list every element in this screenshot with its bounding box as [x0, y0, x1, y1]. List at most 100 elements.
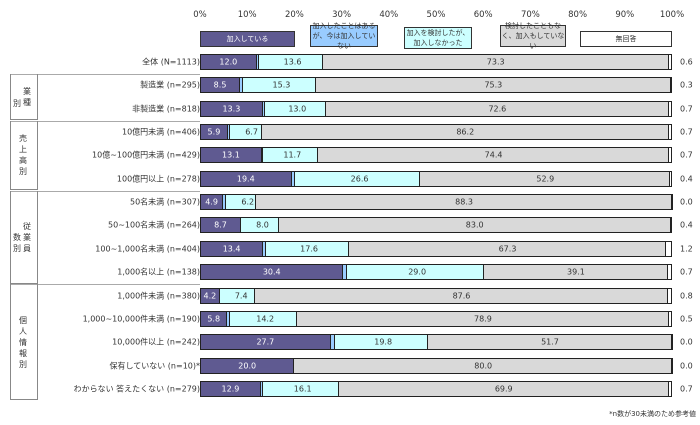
bar-segment — [672, 357, 673, 374]
group-label: 数別 — [13, 233, 21, 254]
bar-segment — [483, 264, 669, 281]
data-label: 20.0 — [238, 361, 257, 371]
legend-item: 加入を検討したが、加入しなかった — [404, 27, 472, 49]
bar-segment — [291, 170, 295, 187]
bar-segment — [668, 380, 672, 397]
data-label: 69.9 — [494, 384, 513, 394]
x-tick-label: 40% — [379, 10, 399, 20]
bar-segment — [255, 194, 673, 211]
bar-segment — [200, 240, 264, 257]
bar-segment — [262, 100, 265, 117]
bar-segment — [200, 147, 262, 164]
x-tick-label: 100% — [659, 10, 685, 20]
bar-segment — [241, 217, 279, 234]
data-label: 16.1 — [293, 384, 312, 394]
bar-segment — [200, 357, 295, 374]
data-label: 4.9 — [205, 197, 218, 207]
footnote: *n数が30未満のため参考値 — [609, 410, 696, 418]
row-label: 非製造業 (n=818) — [132, 104, 200, 114]
group-label: 別 — [13, 98, 21, 108]
data-label: 86.2 — [456, 127, 475, 137]
data-label: 12.9 — [221, 384, 240, 394]
data-label: 19.4 — [236, 174, 255, 184]
group-label: 従業員 — [23, 221, 31, 253]
data-label: 8.5 — [213, 80, 227, 90]
bar-segment — [294, 170, 421, 187]
x-tick-label: 20% — [284, 10, 304, 20]
data-label: 15.3 — [272, 80, 291, 90]
bar-segment — [200, 54, 257, 70]
data-label: 5.8 — [207, 314, 221, 324]
bar-segment — [265, 240, 349, 257]
data-label: 4.2 — [203, 291, 217, 300]
bar-segment — [226, 194, 256, 211]
data-label: 13.4 — [222, 244, 241, 254]
group-divider — [10, 120, 200, 122]
row-label: 10億円未満 (n=406) — [121, 127, 200, 137]
bar-segment — [330, 334, 335, 351]
bar-segment — [200, 287, 220, 304]
data-label: 14.2 — [256, 314, 275, 324]
bar-segment — [240, 77, 244, 94]
data-label: 0.7 — [680, 104, 693, 114]
bar-segment — [427, 334, 672, 351]
bar-segment — [669, 147, 673, 164]
bar-segment — [668, 54, 672, 70]
data-label: 29.0 — [408, 267, 427, 277]
row-label: 保有していない (n=10)* — [109, 361, 201, 371]
group-label: 売上高別 — [19, 134, 27, 177]
bar-segment — [666, 240, 672, 257]
bar-segment — [668, 264, 672, 281]
x-tick-label: 0% — [193, 10, 207, 20]
row-label: 1,000件未満 (n=380) — [117, 291, 200, 300]
bar-segment — [261, 147, 263, 164]
bar-segment — [670, 170, 672, 187]
bar-segment — [261, 124, 669, 141]
data-label: 7.4 — [234, 291, 248, 300]
bar-segment — [227, 124, 231, 141]
bar-segment — [200, 380, 261, 397]
data-label: 0.7 — [680, 127, 693, 137]
group-box — [10, 120, 38, 191]
legend-item: 加入している — [200, 31, 295, 47]
data-label: 0.0 — [680, 197, 693, 207]
data-label: 13.1 — [222, 150, 240, 160]
data-label: 39.1 — [567, 267, 585, 277]
bar-segment — [200, 334, 331, 351]
data-label: 13.0 — [288, 104, 307, 114]
data-label: 0.3 — [680, 80, 693, 90]
bar-segment — [243, 77, 316, 94]
data-label: 0.7 — [680, 150, 693, 160]
bar-segment — [296, 310, 670, 327]
bar-segment — [348, 240, 667, 257]
data-label: 83.0 — [465, 220, 484, 230]
group-divider — [10, 284, 200, 285]
legend-item: 検討したこともなく、加入もしていない — [500, 22, 566, 50]
x-tick-label: 60% — [473, 10, 493, 20]
bar-segment — [264, 100, 327, 117]
data-label: 75.3 — [484, 80, 503, 90]
data-label: 74.4 — [484, 150, 503, 160]
group-box — [10, 284, 38, 401]
group-box — [10, 73, 38, 121]
bar-segment — [343, 264, 347, 281]
row-label: 100~1,000名未満 (n=404) — [95, 244, 200, 254]
data-label: 26.6 — [350, 174, 369, 184]
row-label: 10,000件以上 (n=242) — [112, 337, 200, 347]
data-label: 13.3 — [222, 104, 241, 114]
bar-segment — [672, 334, 673, 351]
bar-segment — [338, 380, 669, 397]
bar-segment — [200, 100, 263, 117]
row-label: 10億~100億円未満 (n=429) — [92, 150, 200, 160]
row-label: 1,000~10,000件未満 (n=190) — [82, 314, 200, 324]
bar-segment — [262, 147, 318, 164]
bar-segment — [260, 380, 263, 397]
data-label: 0.4 — [680, 174, 693, 184]
data-label: 88.3 — [455, 197, 473, 207]
data-label: 30.4 — [262, 267, 281, 277]
bar-segment — [294, 357, 672, 374]
bar-segment — [256, 54, 259, 70]
bar-segment — [326, 100, 669, 117]
bar-segment — [200, 310, 228, 327]
